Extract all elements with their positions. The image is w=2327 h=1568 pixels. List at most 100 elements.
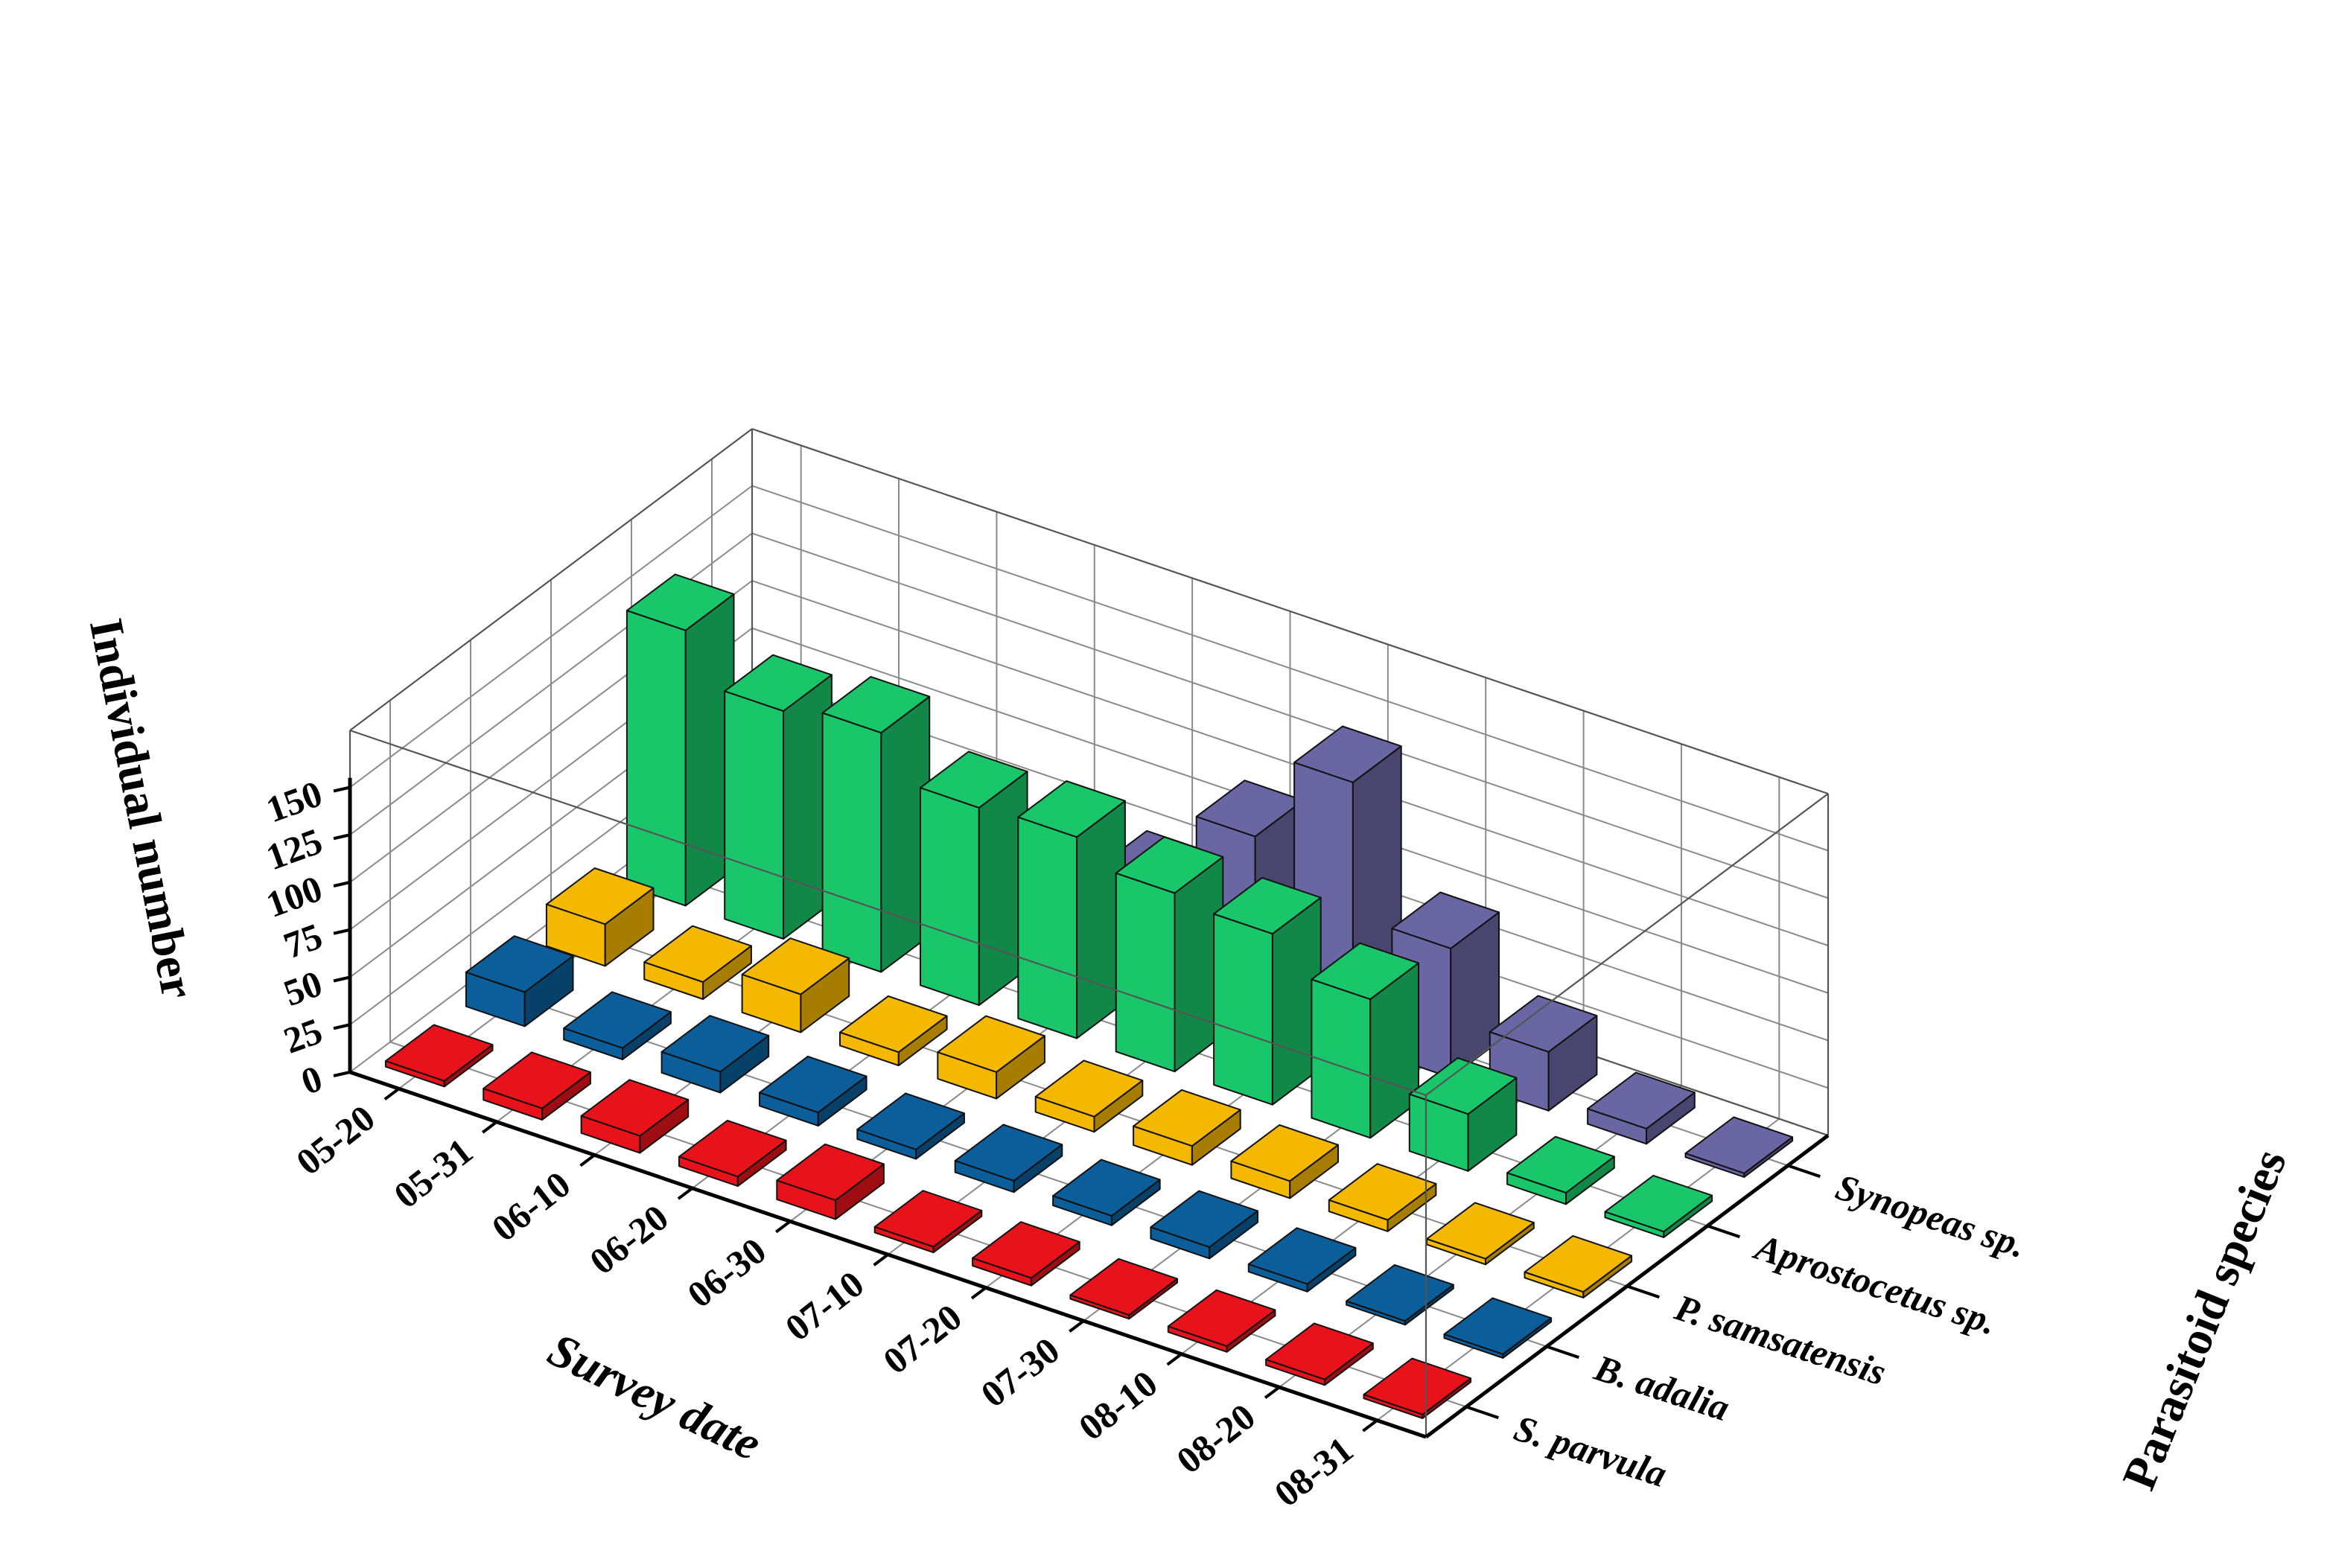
bar-top-face bbox=[920, 750, 1028, 809]
bar-aprostocetus-sp-06-10 bbox=[821, 675, 931, 973]
bars-group bbox=[384, 573, 1794, 1419]
z-tick-label: 100 bbox=[261, 867, 328, 925]
bar-s-parvula08-31 bbox=[1363, 1357, 1472, 1419]
bar-top-face bbox=[678, 1120, 787, 1178]
x-tick-label: 08-20 bbox=[1168, 1395, 1262, 1482]
bar-top-face bbox=[465, 935, 574, 993]
bar-aprostocetus-sp-08-10 bbox=[1408, 1057, 1518, 1172]
z-tick bbox=[333, 833, 351, 841]
bar-top-face bbox=[1346, 1263, 1454, 1322]
bar-p-samsatensis05-31 bbox=[643, 925, 752, 1000]
bar-p-samsatensis07-20 bbox=[1133, 1089, 1241, 1166]
bar-top-face bbox=[1115, 836, 1224, 894]
bar-top-face bbox=[724, 654, 833, 712]
bar-s-parvula08-10 bbox=[1167, 1289, 1276, 1353]
bar-top-face bbox=[741, 937, 850, 995]
bar-top-face bbox=[580, 1079, 690, 1137]
bar-b-adalia06-30 bbox=[856, 1092, 965, 1160]
x-tick-label: 07-20 bbox=[875, 1295, 969, 1382]
x-tick-label: 06-10 bbox=[484, 1163, 578, 1249]
z-gridline bbox=[751, 532, 1829, 899]
bar-b-adalia08-20 bbox=[1346, 1263, 1454, 1326]
x-tick bbox=[1362, 1419, 1378, 1432]
x-tick bbox=[970, 1286, 987, 1300]
bar-synopeas-sp-08-31 bbox=[1684, 1116, 1794, 1178]
x-tick bbox=[579, 1153, 596, 1167]
bar-top-face bbox=[563, 991, 672, 1049]
bar-b-adalia07-30 bbox=[1150, 1190, 1258, 1260]
bar-aprostocetus-sp-07-10 bbox=[1115, 836, 1224, 1073]
frame-edge bbox=[349, 428, 753, 731]
bar-front-face bbox=[625, 610, 687, 907]
z-tick-label: 75 bbox=[278, 915, 328, 967]
y-axis-title: Parasitoid species bbox=[2112, 1142, 2296, 1497]
z-tick bbox=[333, 975, 351, 983]
bar-synopeas-sp-08-20 bbox=[1587, 1071, 1696, 1145]
z-axis-title: Individual number bbox=[80, 614, 205, 1003]
bar-top-face bbox=[937, 1015, 1045, 1073]
bar-top-face bbox=[1034, 1059, 1144, 1118]
bar-aprostocetus-sp-07-20 bbox=[1213, 876, 1322, 1106]
bar-b-adalia05-20 bbox=[465, 935, 574, 1027]
bar-aprostocetus-sp-06-30 bbox=[1017, 780, 1126, 1039]
y-tick-label: Synopeas sp. bbox=[1831, 1165, 2031, 1266]
bar-top-face bbox=[545, 867, 655, 925]
bar-top-face bbox=[1311, 942, 1419, 1001]
z-tick-label: 125 bbox=[261, 820, 328, 878]
bar-top-face bbox=[821, 675, 931, 734]
bar-top-face bbox=[1408, 1057, 1518, 1115]
bar-aprostocetus-sp-05-20 bbox=[625, 573, 735, 907]
bar-b-adalia06-20 bbox=[759, 1055, 868, 1127]
y-tick bbox=[1707, 1224, 1740, 1239]
bar-s-parvula06-20 bbox=[678, 1120, 787, 1188]
bar-b-adalia07-10 bbox=[954, 1124, 1063, 1193]
x-tick-label: 06-20 bbox=[582, 1196, 675, 1283]
x-tick bbox=[873, 1253, 889, 1266]
bar-top-face bbox=[1017, 780, 1126, 838]
bar-s-parvula06-10 bbox=[580, 1079, 690, 1154]
bar-s-parvula07-30 bbox=[1069, 1258, 1178, 1320]
z-tick bbox=[333, 785, 351, 793]
y-tick bbox=[1787, 1164, 1821, 1179]
bar-p-samsatensis06-20 bbox=[839, 995, 948, 1067]
bar-top-face bbox=[1443, 1297, 1553, 1355]
bar-top-face bbox=[1069, 1258, 1178, 1316]
bar-s-parvula07-20 bbox=[972, 1221, 1080, 1287]
bar-b-adalia05-31 bbox=[563, 991, 672, 1060]
bar-top-face bbox=[1150, 1190, 1258, 1248]
x-tick bbox=[677, 1187, 693, 1200]
frame-edge bbox=[751, 427, 1829, 795]
x-tick-label: 08-31 bbox=[1267, 1428, 1360, 1514]
x-tick-label: 06-30 bbox=[680, 1229, 774, 1316]
bar-top-face bbox=[1052, 1159, 1161, 1217]
bar-front-face bbox=[920, 787, 980, 1007]
z-tick-label: 50 bbox=[278, 962, 328, 1014]
frame-edge bbox=[349, 729, 1427, 1097]
bar-b-adalia08-31 bbox=[1443, 1297, 1553, 1359]
bar-aprostocetus-sp-07-30 bbox=[1311, 942, 1419, 1139]
bar-top-face bbox=[1293, 725, 1402, 783]
bar-top-face bbox=[1247, 1227, 1357, 1285]
y-tick-label: P. samsatensis bbox=[1669, 1286, 1891, 1393]
x-tick-label: 07-30 bbox=[973, 1329, 1067, 1415]
y-tick bbox=[1546, 1345, 1579, 1360]
bar-top-face bbox=[1363, 1357, 1472, 1415]
bar-top-face bbox=[1426, 1202, 1535, 1260]
z-gridline bbox=[751, 485, 1829, 852]
bar-top-face bbox=[1506, 1135, 1615, 1193]
y-tick-label: B. adalia bbox=[1589, 1346, 1734, 1429]
bar-front-face bbox=[1017, 816, 1078, 1039]
bar-top-face bbox=[759, 1055, 868, 1114]
x-tick-label: 07-10 bbox=[777, 1263, 871, 1349]
x-tick bbox=[383, 1087, 400, 1101]
x-tick bbox=[481, 1121, 498, 1134]
bar-s-parvula05-20 bbox=[384, 1024, 494, 1088]
bar-p-samsatensis08-20 bbox=[1426, 1202, 1535, 1266]
z-tick bbox=[333, 1071, 351, 1077]
bar-p-samsatensis08-31 bbox=[1524, 1234, 1633, 1298]
bar-top-face bbox=[1213, 876, 1322, 935]
bar-front-face bbox=[1115, 872, 1176, 1073]
x-tick-label: 05-20 bbox=[288, 1097, 382, 1183]
bar-p-samsatensis08-10 bbox=[1328, 1163, 1437, 1232]
